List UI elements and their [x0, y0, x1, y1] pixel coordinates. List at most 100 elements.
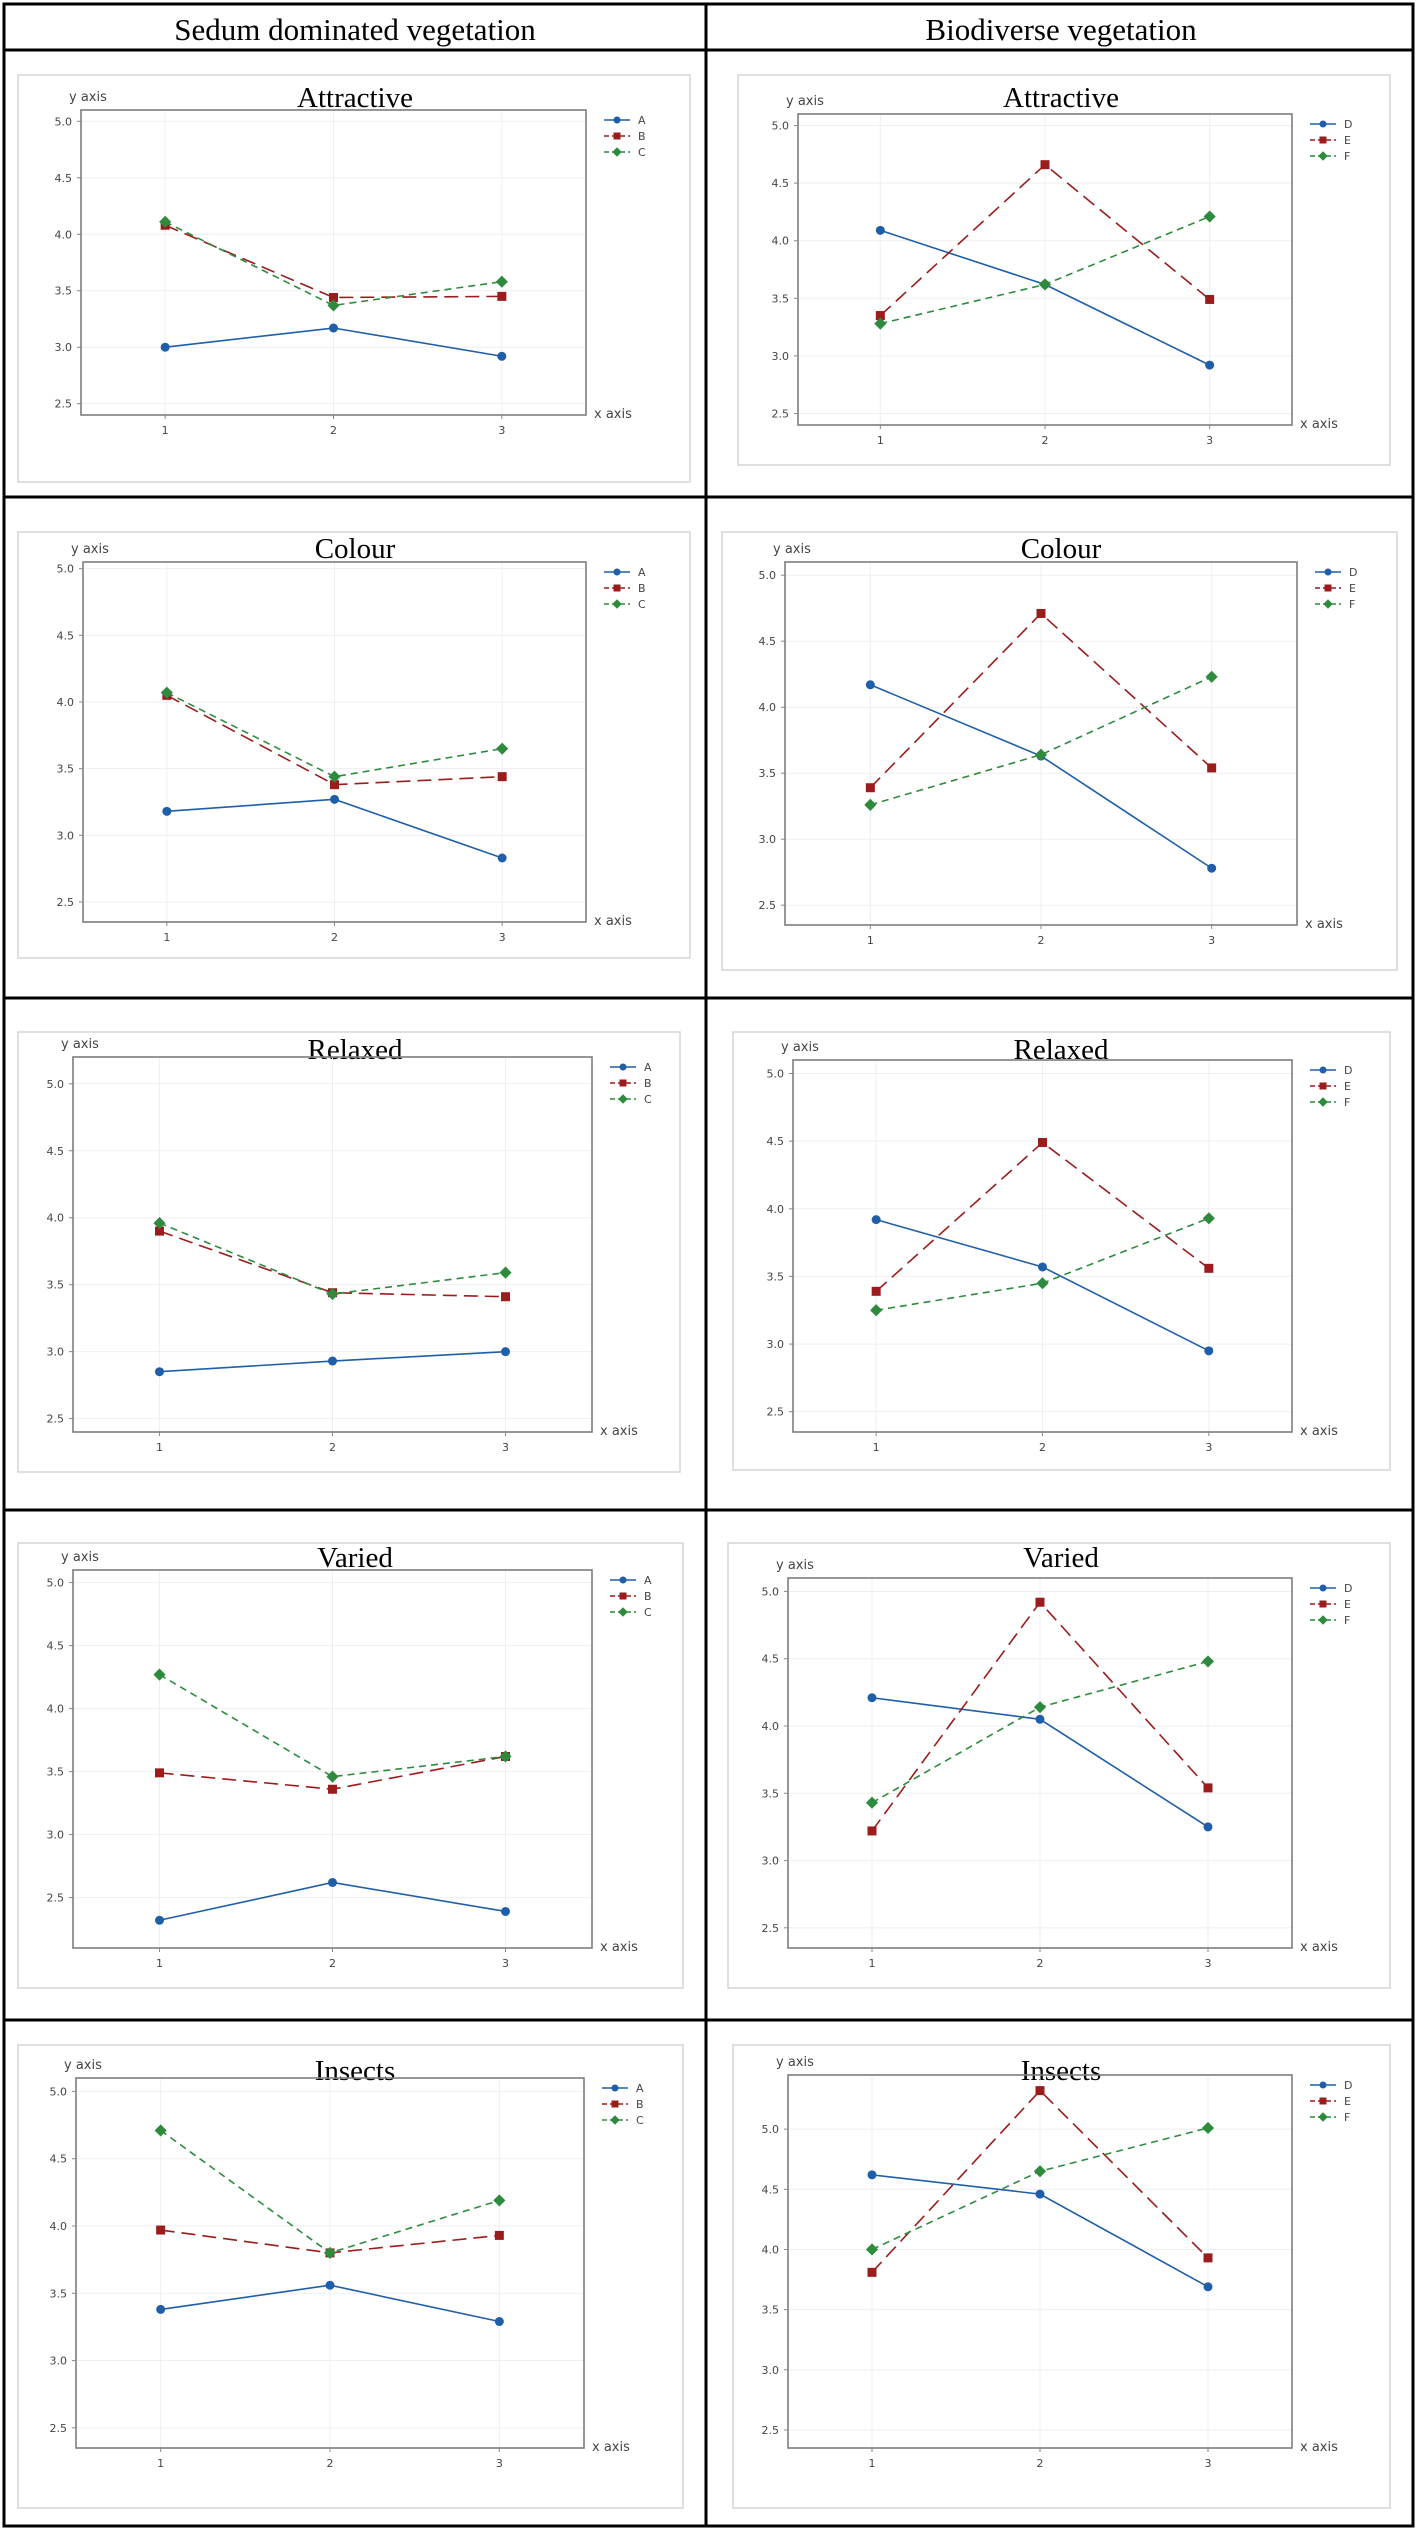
legend: ABC — [602, 2082, 644, 2127]
chart-title: Colour — [1021, 533, 1102, 565]
data-point-C — [153, 1216, 166, 1230]
y-tick-label: 3.0 — [47, 1829, 65, 1842]
legend-label-D: D — [1344, 1064, 1352, 1077]
legend-marker-C — [618, 1607, 628, 1617]
data-point-B — [330, 780, 339, 790]
legend-label-C: C — [638, 598, 646, 611]
data-point-B — [497, 291, 507, 301]
series-D — [871, 1215, 1214, 1356]
x-tick-label: 1 — [867, 934, 874, 947]
chart-title: Insects — [1021, 2055, 1102, 2087]
legend-label-B: B — [644, 1077, 652, 1090]
legend-marker-E — [1319, 1600, 1327, 1608]
x-axis-label: x axis — [1300, 1940, 1338, 1955]
data-point-E — [1035, 2086, 1045, 2096]
series-E — [871, 1138, 1214, 1296]
x-tick-label: 1 — [873, 1441, 880, 1454]
y-tick-label: 3.5 — [47, 1766, 65, 1779]
chart-attractive-sedum: Attractive 2.5 3.0 3.5 4.0 4.5 5.0 1 2 3 y axis x a… — [17, 74, 691, 483]
data-point-A — [501, 1347, 510, 1357]
y-tick-label: 4.5 — [772, 177, 790, 190]
y-tick-label: 4.5 — [47, 1640, 65, 1653]
legend: DEF — [1310, 1064, 1352, 1109]
y-tick-label: 2.5 — [47, 1892, 65, 1905]
y-tick-label: 4.0 — [759, 701, 777, 714]
y-tick-label: 5.0 — [55, 115, 73, 128]
y-axis-label: y axis — [773, 542, 811, 557]
y-axis-label: y axis — [776, 1558, 814, 1573]
series-E — [875, 160, 1215, 321]
series-E — [865, 608, 1217, 793]
data-point-F — [1033, 2165, 1047, 2178]
data-point-D — [875, 225, 885, 235]
chart-insects-biodiverse: Insects 2.5 3.0 3.5 4.0 4.5 5.0 1 2 3 y axis x axis… — [732, 2044, 1391, 2509]
legend-marker-E — [1319, 136, 1327, 144]
y-tick-label: 5.0 — [50, 2085, 68, 2098]
chart-title: Varied — [1023, 1542, 1099, 1574]
data-point-C — [499, 1266, 512, 1279]
y-axis-label: y axis — [71, 542, 109, 557]
data-point-A — [497, 351, 507, 361]
legend-label-C: C — [644, 1093, 652, 1106]
legend-label-D: D — [1344, 118, 1352, 131]
y-tick-label: 2.5 — [55, 398, 73, 411]
series-line-F — [870, 676, 1212, 806]
series-A — [156, 2280, 504, 2327]
legend-label-E: E — [1344, 2095, 1351, 2108]
y-tick-label: 2.5 — [759, 899, 777, 912]
x-tick-label: 1 — [869, 1957, 876, 1970]
data-point-D — [1035, 1714, 1045, 1724]
legend-marker-E — [1324, 584, 1332, 592]
data-point-B — [156, 2225, 166, 2235]
x-tick-label: 3 — [1208, 934, 1215, 947]
data-point-C — [496, 742, 509, 755]
series-A — [155, 1347, 510, 1377]
y-axis-label: y axis — [781, 1040, 819, 1055]
data-point-F — [1038, 278, 1052, 291]
x-axis-label: x axis — [1300, 417, 1338, 432]
column-header-sedum: Sedum dominated vegetation — [174, 12, 536, 47]
legend-marker-C — [612, 147, 622, 157]
legend: ABC — [604, 114, 646, 159]
y-tick-label: 3.0 — [762, 2364, 780, 2377]
y-tick-label: 3.0 — [767, 1338, 785, 1351]
legend-label-C: C — [638, 146, 646, 159]
y-tick-label: 5.0 — [47, 1577, 65, 1590]
y-tick-label: 4.5 — [762, 1653, 780, 1666]
legend-label-F: F — [1344, 2111, 1350, 2124]
data-point-A — [155, 1915, 164, 1925]
x-tick-label: 2 — [327, 2457, 334, 2470]
data-point-A — [160, 342, 170, 352]
data-point-D — [865, 680, 875, 690]
y-tick-label: 4.5 — [57, 629, 75, 642]
series-E — [867, 2086, 1213, 2277]
x-tick-label: 1 — [156, 1957, 163, 1970]
data-point-C — [328, 770, 341, 783]
data-point-A — [328, 1877, 337, 1887]
y-tick-label: 3.5 — [50, 2287, 68, 2300]
data-point-B — [501, 1292, 510, 1302]
x-tick-label: 3 — [1205, 2457, 1212, 2470]
legend-marker-C — [610, 2115, 620, 2125]
y-tick-label: 3.5 — [47, 1279, 65, 1292]
data-point-D — [1207, 863, 1217, 873]
y-tick-label: 4.0 — [762, 2243, 780, 2256]
data-point-E — [1204, 1263, 1214, 1273]
y-axis-label: y axis — [69, 90, 107, 105]
x-tick-label: 2 — [330, 424, 337, 437]
series-C — [153, 1216, 512, 1301]
x-tick-label: 3 — [502, 1441, 509, 1454]
legend-marker-C — [618, 1094, 628, 1104]
chart-title: Insects — [315, 2055, 396, 2087]
data-point-E — [1203, 1783, 1213, 1793]
legend-label-F: F — [1344, 1096, 1350, 1109]
chart-frame — [732, 1031, 1391, 1471]
data-point-D — [1035, 2189, 1045, 2199]
legend-marker-B — [619, 1592, 627, 1600]
data-point-A — [156, 2304, 166, 2314]
data-point-C — [326, 1770, 339, 1783]
legend-label-A: A — [644, 1061, 652, 1074]
data-point-B — [494, 2230, 504, 2240]
